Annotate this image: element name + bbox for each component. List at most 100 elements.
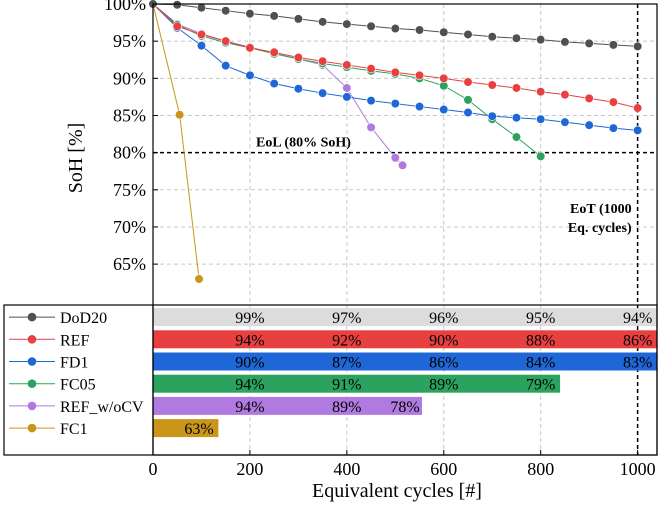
y-axis-label: SoH [%] [65,123,87,194]
data-point [463,29,473,40]
data-point [342,19,352,29]
data-point [511,132,522,142]
legend-label: DoD20 [60,310,107,327]
bar-value-label: 96% [429,310,458,327]
data-point [196,3,207,13]
data-point [463,77,473,87]
legend-marker [27,401,37,411]
data-point [390,23,400,34]
bar-value-label: 99% [235,310,264,327]
eot-label-line1: EoT (1000 [570,202,632,217]
data-point [366,122,376,132]
data-point [584,38,594,48]
data-point [536,151,546,161]
x-tick-label: 600 [430,459,457,479]
data-point [511,33,522,43]
data-point [318,88,328,98]
legend-item: REF_w/oCV [9,399,144,416]
data-point [196,41,207,51]
legend-label: FD1 [60,355,88,372]
legend-label: REF_w/oCV [60,399,144,416]
data-point [584,93,594,103]
bar [153,374,561,393]
data-point [269,47,279,57]
bar-row: 90% 87% 86% 84% 83% [153,352,657,372]
data-point [366,64,376,74]
bar-value-label: 89% [332,399,361,416]
eol-label: EoL (80% SoH) [256,136,351,151]
eot-label-line2: Eq. cycles) [568,221,632,236]
data-point [221,6,231,16]
bar [153,330,657,349]
legend-marker [27,423,37,433]
data-point [269,11,279,21]
bar-value-label: 97% [332,310,361,327]
bar-value-label: 91% [332,377,361,394]
bar-value-label: 95% [526,310,555,327]
y-tick-label: 90% [113,68,146,88]
data-point [536,87,546,97]
tick-labels: 65% 70% 75% 80% 85% 90% 95% 100% 0 200 400 600 800 10… [104,0,656,479]
data-point [511,83,522,93]
bar-value-label: 63% [184,421,213,438]
y-tick-label: 100% [104,0,146,14]
x-axis-label: Equivalent cycles [#] [312,480,482,502]
series-fc1 [148,0,204,284]
data-point [536,114,546,124]
data-point [633,125,643,135]
bar [153,419,219,438]
data-point [608,40,618,50]
bar [153,396,422,415]
y-tick-label: 95% [113,31,146,51]
y-tick-label: 75% [113,180,146,200]
bar-row: 94% 91% 89% 79% [153,374,561,394]
bar-value-label: 92% [332,332,361,349]
series-fd1 [148,0,643,135]
data-point [293,84,303,94]
data-point [175,110,185,120]
data-point [390,98,400,109]
x-tick-label: 0 [149,459,158,479]
data-point [439,73,449,83]
legend-label: REF [60,332,89,349]
legend-item: DoD20 [9,310,107,327]
data-point [487,111,497,121]
data-point [439,104,449,115]
bar-value-label: 94% [235,332,264,349]
bar-row: 94% 89% 78% [153,396,422,416]
data-point [584,120,594,130]
legend: DoD20 REF FD1 FC05 REF_w/oCV FC1 [9,310,144,438]
x-tick-label: 400 [333,459,360,479]
data-point [245,70,255,80]
bar-value-label: 88% [526,332,555,349]
y-tick-label: 70% [113,217,146,237]
legend-label: FC05 [60,377,96,394]
legend-marker [27,357,37,366]
data-point [293,52,303,63]
legend-item: FC1 [9,421,88,438]
data-point [318,56,328,66]
data-point [196,29,207,40]
data-point [194,274,204,284]
data-point [245,9,255,19]
data-point [608,97,618,107]
data-point [172,21,182,31]
data-point [633,103,643,113]
bar-value-label: 94% [235,399,264,416]
data-point [342,60,352,70]
data-point [633,41,643,51]
data-point [560,117,570,127]
bar-value-label: 89% [429,377,458,394]
data-point [414,70,425,80]
bar [153,308,657,327]
bar-value-label: 86% [429,355,458,372]
data-point [221,61,231,71]
legend-item: FC05 [9,377,96,394]
axes [3,3,658,456]
data-point [397,160,408,170]
data-point [245,43,255,53]
bar-panel: 99% 97% 96% 95% 94% 94% 92% 90% 88% 86% 90% 87% 86% 8… [153,308,657,438]
data-point [390,67,400,77]
bar-row: 99% 97% 96% 95% 94% [153,308,657,327]
